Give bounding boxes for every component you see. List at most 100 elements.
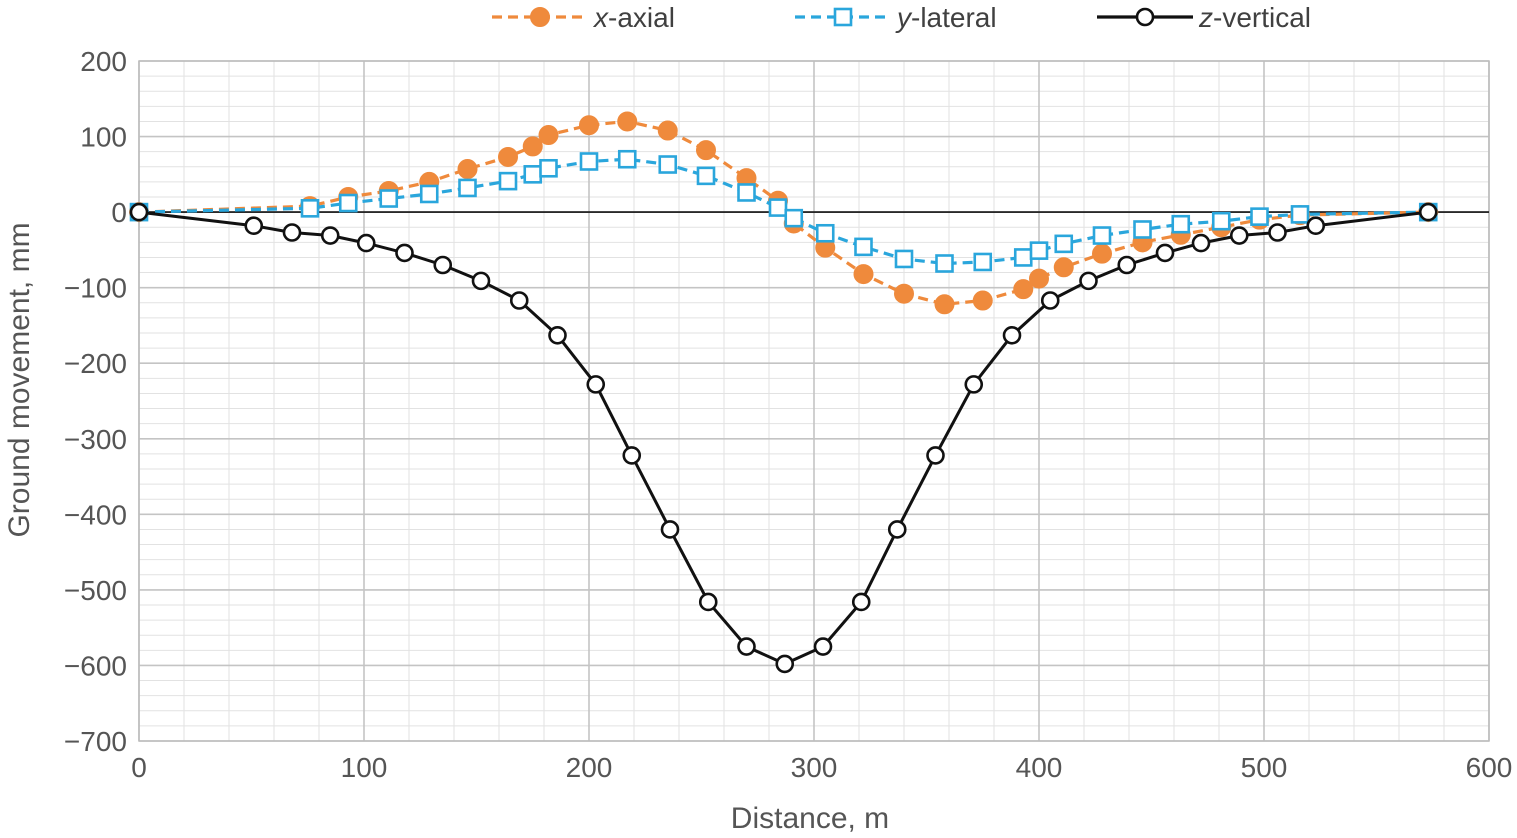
series-layer [129,111,1439,674]
data-point-x-axial [579,115,599,136]
legend-item-x-axial: x-axial [492,2,675,33]
legend-label: x-axial [592,2,675,33]
y-tick-label: −100 [64,273,127,304]
x-tick-label: 600 [1466,752,1513,783]
x-tick-label: 500 [1241,752,1288,783]
data-point-y-lateral [935,254,954,273]
data-point-y-lateral [419,184,439,204]
data-point-z-vertical [1079,271,1098,291]
data-point-y-lateral [1211,211,1231,231]
data-point-y-lateral [1250,207,1269,226]
x-tick-label: 200 [566,752,613,783]
y-tick-label: −200 [64,348,127,379]
data-point-x-axial [696,140,716,161]
data-point-x-axial [934,294,955,315]
data-point-z-vertical [813,637,833,656]
data-point-z-vertical [698,592,718,612]
data-point-y-lateral [1290,205,1310,224]
legend-marker [1135,7,1155,27]
data-point-x-axial [522,136,543,157]
data-point-y-lateral [498,171,518,191]
data-point-z-vertical [129,202,149,222]
data-point-z-vertical [282,223,302,242]
data-point-y-lateral [539,158,558,178]
data-point-z-vertical [851,592,871,612]
data-point-z-vertical [737,637,756,656]
y-tick-labels: 200 100 0 −100 −200 −300 −400 −500 −600 −700 [64,46,127,757]
x-tick-label: 0 [131,752,147,783]
data-point-z-vertical [320,226,340,245]
data-point-y-lateral [854,237,873,257]
x-tick-label: 300 [791,752,838,783]
data-point-y-lateral [579,152,599,171]
data-point-y-lateral [300,199,320,218]
data-point-z-vertical [356,233,376,253]
data-point-z-vertical [471,271,491,291]
series-z-vertical [129,202,1438,674]
data-point-y-lateral [815,223,835,243]
legend-label: z-vertical [1198,2,1311,33]
data-point-y-lateral [458,178,477,198]
y-tick-label: −400 [64,499,127,530]
x-tick-label: 100 [341,752,388,783]
data-point-x-axial [1013,279,1034,300]
data-point-z-vertical [395,243,414,263]
data-point-y-lateral [1029,241,1049,260]
data-point-z-vertical [622,446,642,465]
data-point-y-lateral [658,155,678,174]
y-tick-label: 200 [80,46,127,77]
data-point-z-vertical [926,446,945,465]
data-point-y-lateral [1054,234,1074,254]
y-tick-label: −300 [64,424,127,455]
data-point-y-lateral [1013,248,1033,267]
data-point-z-vertical [1002,325,1022,345]
data-point-y-lateral [1092,226,1112,245]
data-point-z-vertical [1306,216,1326,236]
data-point-y-lateral [379,189,399,208]
data-point-z-vertical [887,520,907,539]
series-y-lateral [129,149,1438,273]
data-point-y-lateral [617,149,637,169]
data-point-z-vertical [1155,243,1175,263]
y-tick-label: −500 [64,575,127,606]
y-tick-label: 100 [80,122,127,153]
data-point-x-axial [1092,243,1112,264]
data-point-y-lateral [894,249,914,269]
y-axis-label: Ground movement, mm [3,222,36,537]
legend: x-axial y-lateral z-vertical [492,2,1311,33]
legend-item-z-vertical: z-vertical [1097,2,1311,33]
data-point-x-axial [538,125,559,146]
data-point-x-axial [1053,257,1074,278]
data-point-z-vertical [244,216,264,236]
data-point-y-lateral [523,165,543,184]
data-point-z-vertical [1191,233,1211,253]
y-tick-label: −600 [64,650,127,681]
data-point-z-vertical [964,375,984,394]
data-point-z-vertical [1268,223,1287,242]
x-tick-labels: 0 100 200 300 400 500 600 [131,752,1512,783]
y-tick-label: −700 [64,726,127,757]
data-point-z-vertical [548,325,567,345]
x-axis-label: Distance, m [731,802,889,835]
data-point-z-vertical [1229,226,1249,245]
data-point-z-vertical [1117,255,1137,275]
data-point-x-axial [972,290,993,311]
legend-item-y-lateral: y-lateral [795,2,997,33]
x-tick-label: 400 [1016,752,1063,783]
legend-label: y-lateral [895,2,997,33]
data-point-z-vertical [660,520,680,539]
data-point-y-lateral [737,183,756,202]
data-point-y-lateral [768,198,788,217]
y-tick-label: 0 [111,197,127,228]
plot-border [138,60,1490,742]
legend-marker [833,7,853,27]
data-point-y-lateral [1133,220,1152,239]
legend-marker [530,7,550,27]
data-point-x-axial [457,159,478,180]
data-point-x-axial [853,264,874,285]
data-point-y-lateral [973,252,993,272]
data-point-z-vertical [586,375,606,394]
data-point-x-axial [617,111,638,132]
data-point-y-lateral [696,166,716,186]
